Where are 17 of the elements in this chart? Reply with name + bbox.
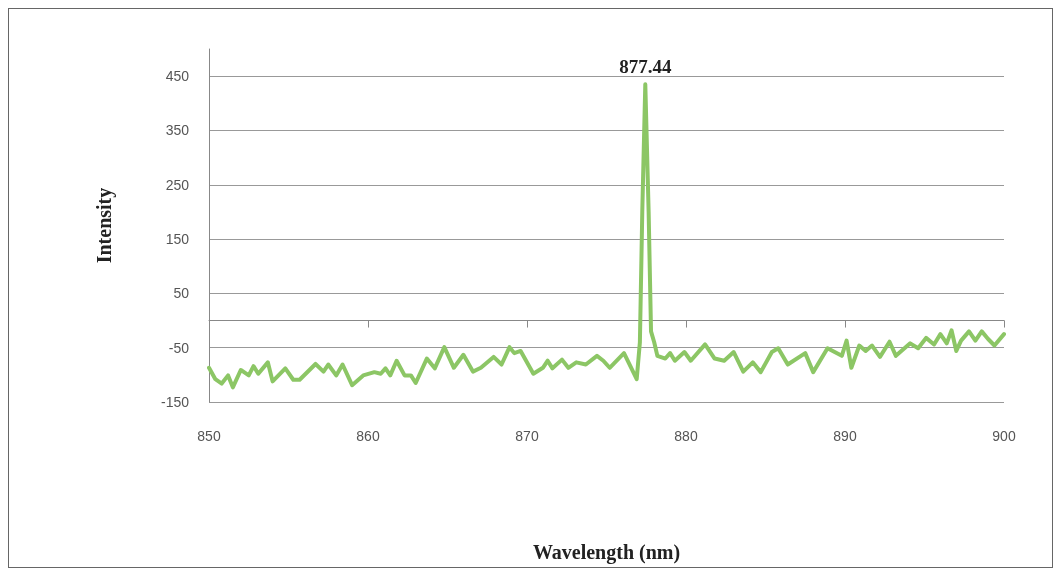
x-tick-label: 890	[833, 428, 857, 444]
x-tick-label: 900	[992, 428, 1016, 444]
y-tick-label: -50	[168, 339, 190, 356]
y-tick-label: 350	[165, 122, 190, 139]
x-tick-label: 870	[515, 428, 539, 444]
y-tick-label: -150	[160, 394, 190, 410]
line-series	[207, 82, 1006, 390]
x-tick-label: 880	[674, 428, 698, 444]
y-tick-label: 50	[173, 285, 190, 302]
y-tick-label: 250	[165, 176, 190, 193]
x-axis-title: Wavelength (nm)	[532, 541, 681, 564]
x-tick-label: 860	[356, 428, 380, 444]
annotation: 877.44	[619, 56, 672, 78]
y-axis-title: Intensity	[93, 187, 116, 264]
y-tick-label: 450	[165, 68, 190, 85]
x-tick-label: 850	[197, 428, 221, 444]
y-tick-label: 150	[165, 231, 190, 248]
